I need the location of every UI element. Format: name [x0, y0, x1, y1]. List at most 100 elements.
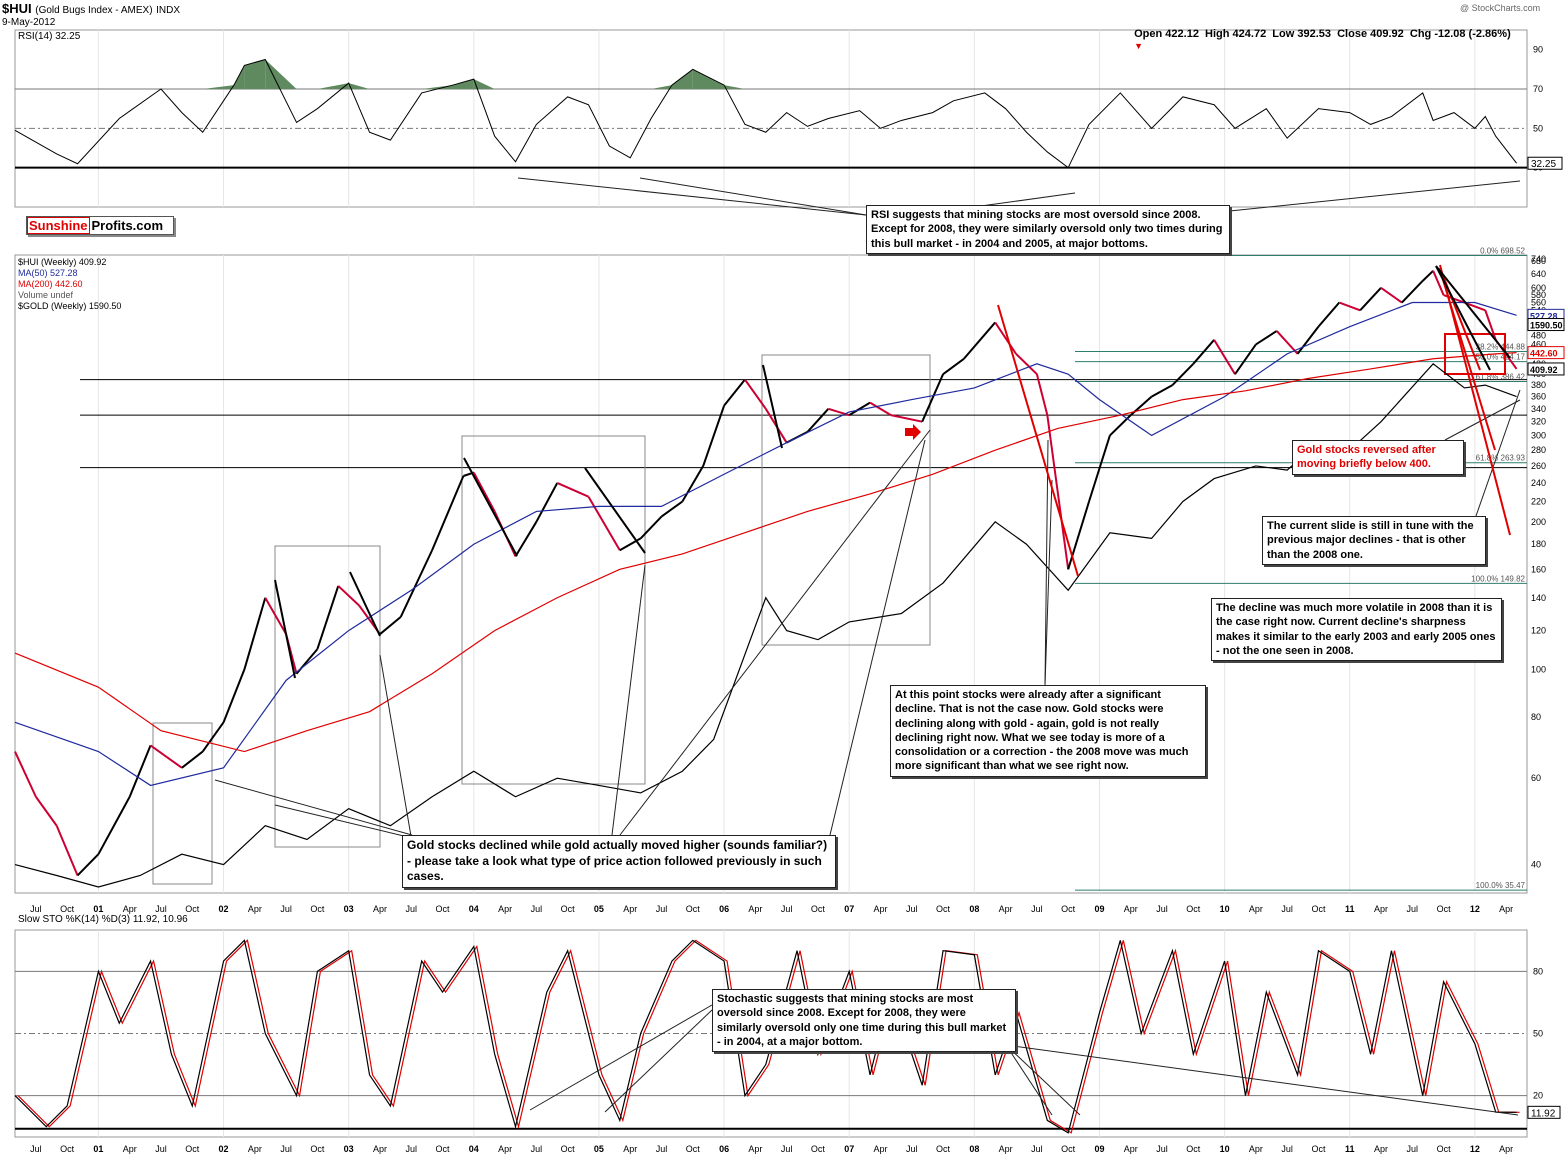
decline-black-line [1435, 265, 1491, 371]
hui-price-segment [869, 401, 892, 417]
sto-legend-text: Slow STO %K(14) %D(3) 11.92, 10.96 [18, 914, 188, 925]
volatile-note: The decline was much more volatile in 20… [1211, 598, 1502, 662]
price-tick-label: 200 [1531, 517, 1546, 527]
price-tick-label: 320 [1531, 417, 1546, 427]
price-tick-label: 680 [1531, 256, 1546, 266]
price-tick-label: 580 [1531, 290, 1546, 300]
legend-volume: Volume undef [18, 290, 74, 300]
x-tick-label: Oct [811, 904, 826, 914]
sto-tick-label: 50 [1533, 1029, 1543, 1039]
price-tick-label: 220 [1531, 497, 1546, 507]
sto-tick-label: 80 [1533, 966, 1543, 976]
reversal-note: Gold stocks reversed after moving briefl… [1292, 440, 1464, 475]
x-tick-label-bottom: Apr [623, 1144, 637, 1154]
x-tick-label-bottom: Oct [310, 1144, 325, 1154]
right-value-box [1527, 362, 1565, 376]
decline-black-line [584, 467, 646, 554]
x-tick-label-bottom: 02 [219, 1144, 229, 1154]
price-tick-label: 120 [1531, 626, 1546, 636]
x-tick-label-bottom: Jul [405, 1144, 417, 1154]
price-tick-label: 160 [1531, 564, 1546, 574]
x-tick-label: Apr [1124, 904, 1138, 914]
chart-date: 9-May-2012 [2, 17, 56, 28]
x-tick-label-bottom: Jul [906, 1144, 918, 1154]
x-tick-label-bottom: 12 [1470, 1144, 1480, 1154]
annotation-pointer-line [829, 439, 926, 836]
x-tick-label: Apr [1249, 904, 1263, 914]
x-tick-label: Apr [999, 904, 1013, 914]
series-line-2 [14, 352, 1517, 753]
x-tick-label-bottom: Apr [873, 1144, 887, 1154]
price-tick-label: 40 [1531, 860, 1541, 870]
price-tick-label: 280 [1531, 445, 1546, 455]
brand-part2: Profits.com [91, 218, 164, 233]
hui-price-segment [660, 500, 683, 518]
hui-price-segment [890, 414, 923, 423]
price-tick-label: 60 [1531, 773, 1541, 783]
highlight-box [761, 354, 931, 646]
right-value-label: 1590.50 [1530, 321, 1563, 331]
annotation-pointer-line [1219, 180, 1521, 213]
hui-price-segment [1109, 414, 1132, 437]
x-tick-label: Apr [873, 904, 887, 914]
hui-price-segment [963, 321, 996, 360]
hui-price-segment [1213, 339, 1236, 375]
annotation-pointer-line [274, 804, 413, 839]
x-tick-label: 05 [594, 904, 604, 914]
quote-text: Open 422.12 High 424.72 Low 392.53 Close… [1134, 28, 1511, 40]
rsi-overbought-fill [473, 79, 495, 89]
hui-price-segment [1046, 415, 1070, 570]
watermark: @ StockCharts.com [1460, 3, 1541, 13]
hui-price-segment [1171, 363, 1195, 386]
rsi-tick-label: 70 [1533, 84, 1543, 94]
brand-part1: Sunshine [27, 217, 90, 234]
hui-price-segment [744, 378, 767, 410]
chart-symbol: $HUI (Gold Bugs Index - AMEX) INDX [2, 1, 180, 16]
hui-price-segment [828, 407, 850, 417]
x-tick-label: Jul [155, 904, 167, 914]
annotation-pointer-line [604, 1009, 713, 1113]
hui-price-segment [681, 465, 705, 503]
hui-price-segment [243, 597, 267, 670]
hui-price-segment [1464, 301, 1486, 312]
sto-last-value: 11.92 [1531, 1108, 1556, 1119]
x-tick-label: Apr [373, 904, 387, 914]
x-tick-label: Jul [1031, 904, 1043, 914]
rsi-legend-text: RSI(14) 32.25 [18, 31, 81, 42]
series-line-1 [14, 301, 1517, 787]
hui-price-segment [128, 745, 152, 798]
price-tick-label: 360 [1531, 392, 1546, 402]
annotation-pointer-line [611, 564, 646, 836]
x-tick-label-bottom: Oct [1311, 1144, 1326, 1154]
x-tick-label: 08 [969, 904, 979, 914]
x-tick-label: Oct [1311, 904, 1326, 914]
rsi-overbought-fill [671, 69, 693, 89]
brand-logo[interactable]: Sunshine Profits.com [26, 216, 174, 235]
annotation-pointer-line [1444, 399, 1521, 441]
x-tick-label-bottom: Oct [1186, 1144, 1201, 1154]
decline-black-line [463, 457, 518, 557]
annotation-pointer-line [639, 177, 867, 216]
x-tick-label: Jul [405, 904, 417, 914]
price-tick-label: 600 [1531, 283, 1546, 293]
hui-price-segment [201, 721, 225, 753]
hui-price-segment [264, 597, 287, 635]
price-tick-label: 740 [1531, 254, 1546, 264]
price-legend: $HUI (Weekly) 409.92 MA(50) 527.28 MA(20… [18, 257, 121, 312]
hui-price-segment [1255, 330, 1278, 346]
rsi-tick-label: 50 [1533, 123, 1543, 133]
x-tick-label-bottom: Oct [561, 1144, 576, 1154]
rsi-overbought-fill [202, 85, 234, 89]
x-tick-label-bottom: 04 [469, 1144, 479, 1154]
x-tick-label-bottom: 06 [719, 1144, 729, 1154]
hui-price-segment [535, 482, 559, 523]
x-tick-label-bottom: Oct [1061, 1144, 1076, 1154]
x-tick-label-bottom: Jul [1031, 1144, 1043, 1154]
annotation-pointer-line [1044, 439, 1049, 686]
decline-black-line [349, 571, 381, 637]
x-tick-label-bottom: Apr [999, 1144, 1013, 1154]
annotation-pointer-line [1005, 1044, 1519, 1116]
sto-d-line [17, 939, 1520, 1134]
annotation-pointer-line [379, 654, 413, 843]
